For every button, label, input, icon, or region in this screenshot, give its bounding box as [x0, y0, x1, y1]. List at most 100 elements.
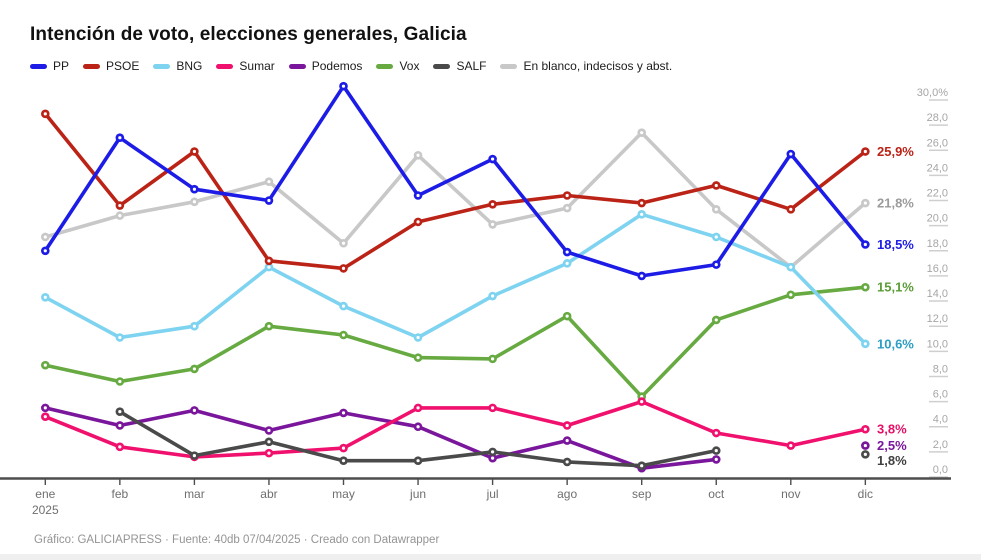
data-point-center-pp	[714, 263, 718, 267]
y-tick-label: 16,0	[927, 263, 948, 275]
legend-swatch	[433, 63, 451, 69]
data-point-center-salf	[565, 460, 569, 464]
data-point-center-podemos	[416, 425, 420, 429]
legend-item-podemos[interactable]: Podemos	[288, 59, 363, 73]
data-point-center-vox	[267, 324, 271, 328]
data-point-center-vox	[714, 318, 718, 322]
data-point-center-bng	[416, 335, 420, 340]
legend-label: Podemos	[311, 59, 363, 73]
data-point-center-sumar	[640, 399, 644, 404]
data-point-center-psoe	[341, 266, 346, 270]
data-point-center-psoe	[267, 259, 271, 263]
data-point-center-vox	[118, 379, 122, 384]
legend-item-vox[interactable]: Vox	[376, 59, 419, 73]
x-tick-label: mar	[184, 487, 205, 501]
data-point-center-sumar	[416, 406, 420, 410]
data-point-center-vox	[789, 293, 793, 297]
legend-item-en-blanco-indecisos-y-abst-[interactable]: En blanco, indecisos y abst.	[500, 59, 672, 73]
data-point-center-sumar	[118, 445, 122, 449]
legend-swatch	[216, 63, 234, 69]
legend-label: BNG	[176, 59, 203, 73]
y-tick-label: 10,0	[927, 338, 948, 350]
data-point-center-salf	[341, 459, 346, 463]
legend-swatch	[376, 63, 394, 69]
data-point-center-bng	[714, 235, 718, 239]
y-tick-label: 8,0	[933, 363, 948, 375]
series-line-en-blanco-indecisos-y-abst-	[43, 130, 868, 269]
y-tick-label: 26,0	[927, 137, 948, 149]
data-point-center-psoe	[118, 203, 122, 208]
y-tick-label: 30,0%	[917, 87, 948, 99]
end-value-label-vox: 15,1%	[877, 280, 914, 295]
data-point-center-bng	[43, 295, 47, 299]
x-tick-label: abr	[260, 487, 277, 501]
x-tick-label: dic	[858, 487, 873, 501]
data-point-center-vox	[43, 363, 47, 367]
data-point-center-podemos	[43, 406, 47, 410]
legend-label: SALF	[456, 59, 487, 73]
data-point-center-bng	[640, 212, 644, 216]
data-point-center-en-blanco-indecisos-y-abst-	[863, 201, 867, 205]
data-point-center-psoe	[565, 193, 569, 198]
y-tick-label: 24,0	[927, 162, 948, 174]
x-tick-label: jul	[486, 487, 499, 501]
data-point-center-pp	[192, 187, 196, 191]
data-point-center-sumar	[789, 443, 793, 448]
legend-item-bng[interactable]: BNG	[153, 59, 202, 73]
legend-item-pp[interactable]: PP	[30, 59, 69, 73]
legend-swatch	[30, 63, 47, 69]
legend-item-psoe[interactable]: PSOE	[83, 59, 139, 73]
data-point-center-en-blanco-indecisos-y-abst-	[341, 241, 346, 245]
data-point-center-pp	[789, 152, 793, 156]
data-point-center-en-blanco-indecisos-y-abst-	[565, 206, 569, 210]
y-tick-label: 6,0	[933, 389, 948, 401]
data-point-center-vox	[863, 285, 867, 289]
x-tick-label: may	[332, 487, 355, 501]
x-tick-label: ago	[557, 487, 577, 501]
legend-item-sumar[interactable]: Sumar	[216, 59, 275, 73]
data-point-center-vox	[491, 357, 495, 361]
attribution-footer: Gráfico: GALICIAPRESS · Fuente: 40db 07/…	[34, 534, 440, 546]
y-tick-label: 4,0	[933, 414, 948, 426]
data-point-center-sumar	[43, 415, 47, 419]
data-point-center-en-blanco-indecisos-y-abst-	[416, 153, 420, 157]
page-title: Intención de voto, elecciones generales,…	[30, 24, 467, 45]
data-point-center-podemos	[192, 408, 196, 412]
data-point-center-sumar	[491, 406, 495, 410]
data-point-center-vox	[640, 394, 644, 399]
data-point-center-podemos	[491, 456, 495, 460]
data-point-center-pp	[341, 84, 346, 88]
data-point-center-vox	[565, 314, 569, 318]
data-point-center-psoe	[416, 220, 420, 224]
data-point-center-pp	[118, 136, 122, 140]
data-point-center-psoe	[640, 201, 644, 205]
data-point-center-bng	[863, 342, 867, 346]
end-value-label-salf: 1,8%	[877, 453, 907, 468]
chart-legend: PP PSOE BNG Sumar Podemos Vox SALF En blanco, i…	[30, 58, 672, 74]
data-point-center-salf	[491, 450, 495, 454]
data-point-center-en-blanco-indecisos-y-abst-	[640, 131, 644, 135]
data-point-center-sumar	[565, 423, 569, 428]
y-tick-label: 14,0	[927, 288, 948, 300]
x-axis-year-label: 2025	[32, 503, 59, 517]
data-point-center-salf	[192, 454, 196, 458]
data-point-center-pp	[863, 242, 867, 247]
legend-label: PP	[53, 59, 70, 73]
y-tick-label: 0,0	[933, 464, 948, 476]
legend-item-salf[interactable]: SALF	[433, 59, 486, 73]
x-tick-label: sep	[632, 487, 652, 501]
data-point-center-podemos	[118, 423, 122, 428]
data-point-center-vox	[192, 367, 196, 371]
data-point-center-podemos	[341, 411, 346, 415]
vote-intention-line-chart: 0,0 2,0 4,0 6,0 8,0 10,0 12,0 14,0 16,0 18,0 20,0 2…	[0, 81, 951, 517]
data-point-center-bng	[789, 265, 793, 269]
data-point-center-en-blanco-indecisos-y-abst-	[491, 222, 495, 227]
data-point-center-pp	[640, 274, 644, 278]
data-point-center-bng	[565, 261, 569, 265]
data-point-center-podemos	[565, 438, 569, 443]
end-value-label-sumar: 3,8%	[877, 422, 907, 437]
data-point-center-psoe	[43, 112, 47, 116]
data-point-center-salf	[267, 440, 271, 444]
bottom-band	[0, 554, 981, 560]
x-tick-label: oct	[708, 487, 725, 501]
